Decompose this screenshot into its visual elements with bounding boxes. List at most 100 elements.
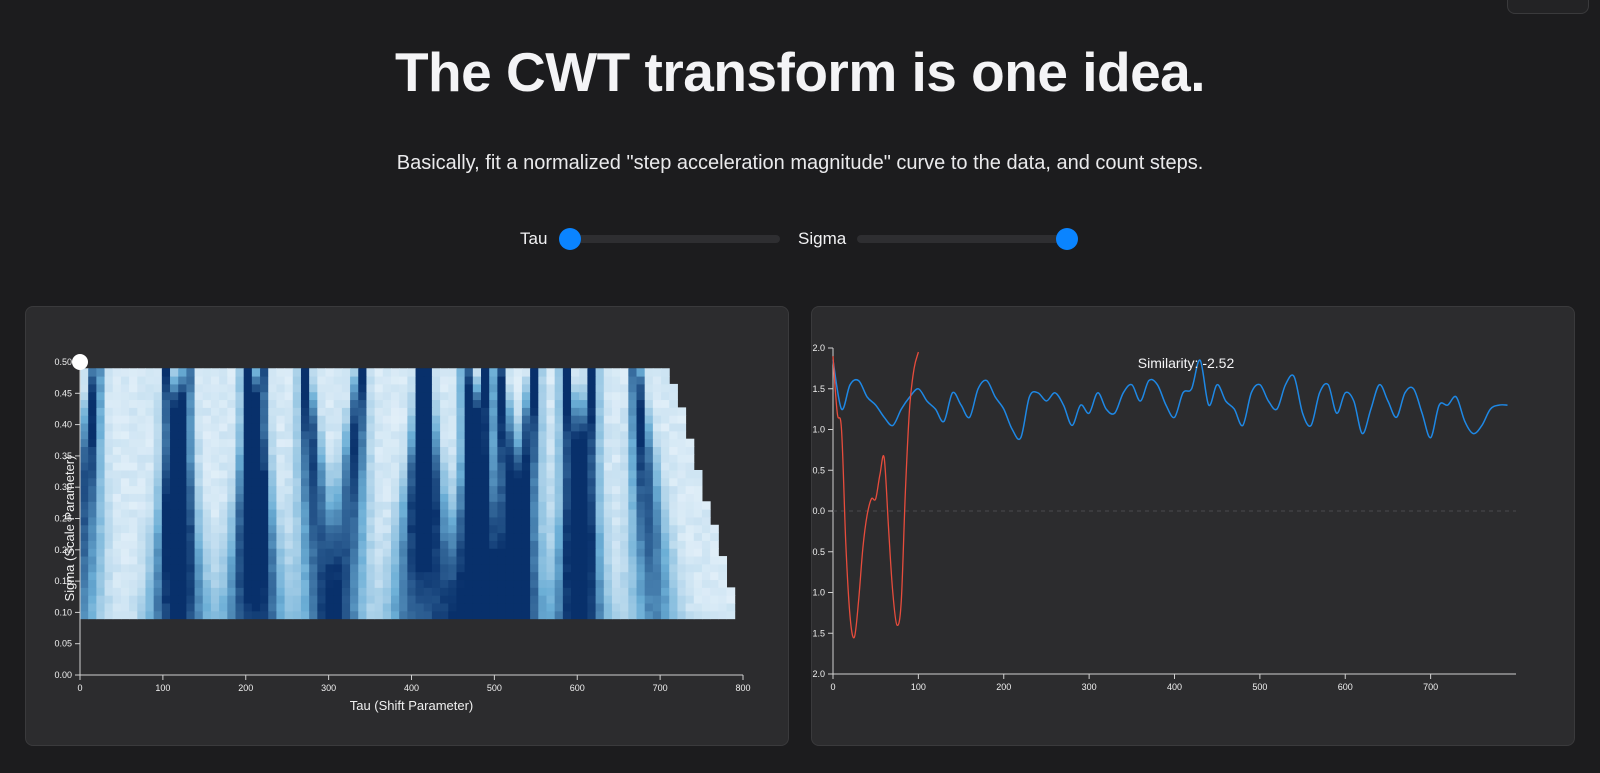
heatmap-cell: [423, 532, 433, 541]
heatmap-cell: [219, 587, 228, 596]
heatmap-cell: [464, 423, 474, 432]
heatmap-cell: [366, 548, 376, 557]
heatmap-cell: [96, 423, 106, 432]
sigma-slider-thumb[interactable]: [1056, 228, 1078, 250]
menu-button[interactable]: [1507, 0, 1589, 14]
heatmap-cell: [219, 462, 228, 471]
heatmap-cell: [161, 485, 171, 494]
heatmap-cell: [317, 532, 327, 541]
heatmap-cell: [243, 548, 253, 557]
heatmap-cell: [562, 423, 572, 432]
heatmap-cell: [628, 610, 637, 620]
sigma-slider-track[interactable]: [857, 235, 1071, 243]
heatmap-cell: [415, 376, 425, 385]
heatmap-cell: [300, 477, 310, 487]
heatmap-cell: [260, 399, 269, 408]
heatmap-cell: [497, 532, 507, 541]
heatmap-cell: [538, 493, 547, 502]
heatmap-cell: [88, 524, 97, 534]
heatmap-cell: [415, 446, 425, 455]
heatmap-cell: [685, 493, 695, 502]
heatmap-cell: [579, 391, 588, 401]
heatmap-cell: [521, 399, 531, 408]
heatmap-cell: [669, 438, 678, 448]
heatmap-cell: [333, 548, 343, 557]
heatmap-cell: [644, 532, 654, 541]
heatmap-cell: [170, 524, 179, 534]
heatmap-cell: [423, 391, 433, 401]
heatmap-cell: [595, 571, 605, 581]
tau-slider-track[interactable]: [566, 235, 780, 243]
heatmap-cell: [382, 485, 392, 494]
heatmap-cell: [628, 548, 637, 557]
heatmap-cell: [415, 540, 425, 549]
heatmap-cell: [661, 383, 670, 393]
heatmap-cell: [170, 399, 179, 408]
heatmap-cell: [268, 501, 277, 510]
heatmap-cell: [284, 407, 294, 416]
heatmap-cell: [693, 485, 703, 494]
tau-slider-label: Tau: [520, 229, 548, 248]
heatmap-cell: [276, 376, 286, 385]
heatmap-cell: [382, 407, 392, 416]
heatmap-cell: [317, 430, 327, 440]
heatmap-cell: [513, 493, 523, 502]
heatmap-cell: [579, 493, 588, 502]
heatmap-cell: [628, 556, 637, 565]
heatmap-cell: [300, 540, 310, 549]
heatmap-cell: [219, 532, 228, 541]
heatmap-cell: [448, 603, 457, 612]
heatmap-cell: [464, 532, 474, 541]
tau-slider-thumb[interactable]: [559, 228, 581, 250]
heatmap-cell: [333, 509, 343, 518]
heatmap-cell: [448, 407, 457, 416]
heatmap-cell: [374, 383, 384, 393]
heatmap-cell: [243, 516, 253, 526]
heatmap-cell: [661, 595, 670, 604]
heatmap-cell: [260, 524, 269, 534]
cwt-heatmap-chart[interactable]: 0 100 200 300 400 500 600 700 8000.000.050.100.1…: [26, 307, 788, 745]
heatmap-cell: [587, 376, 597, 385]
heatmap-cell: [120, 540, 130, 549]
heatmap-cell: [554, 501, 564, 510]
heatmap-cell: [251, 516, 261, 526]
heatmap-cell: [554, 485, 564, 494]
heatmap-cell: [456, 454, 466, 463]
heatmap-cell: [210, 540, 220, 549]
heatmap-cell: [137, 407, 146, 416]
heatmap-cell: [595, 376, 605, 385]
heatmap-cell: [96, 532, 106, 541]
heatmap-cell: [227, 532, 236, 541]
heatmap-cell: [300, 610, 310, 620]
heatmap-cell: [80, 423, 89, 432]
heatmap-cell: [530, 477, 539, 487]
heatmap-cell: [481, 477, 490, 487]
heatmap-cell: [268, 469, 277, 479]
heatmap-cell: [137, 469, 146, 479]
heatmap-cell: [644, 415, 654, 424]
heatmap-cell: [636, 430, 646, 440]
heatmap-cell: [505, 509, 515, 518]
heatmap-cell: [88, 477, 97, 487]
heatmap-cell: [161, 548, 171, 557]
heatmap-cell: [104, 454, 114, 463]
heatmap-cell: [170, 532, 179, 541]
heatmap-cell: [178, 493, 187, 502]
heatmap-cell: [399, 454, 408, 463]
heatmap-cell: [628, 446, 637, 455]
heatmap-cell: [390, 446, 400, 455]
heatmap-cell: [178, 579, 187, 588]
heatmap-cell: [235, 368, 245, 377]
heatmap-cell: [636, 595, 646, 604]
heatmap-cell: [472, 391, 482, 401]
heatmap-cell: [366, 603, 376, 612]
heatmap-cell: [423, 438, 433, 448]
heatmap-cell: [513, 501, 523, 510]
heatmap-cell: [350, 532, 359, 541]
selection-handle[interactable]: [72, 354, 88, 370]
heatmap-cell: [431, 563, 441, 573]
heatmap-cell: [251, 540, 261, 549]
heatmap-cell: [251, 391, 261, 401]
heatmap-cell: [300, 485, 310, 494]
heatmap-cell: [374, 415, 384, 424]
